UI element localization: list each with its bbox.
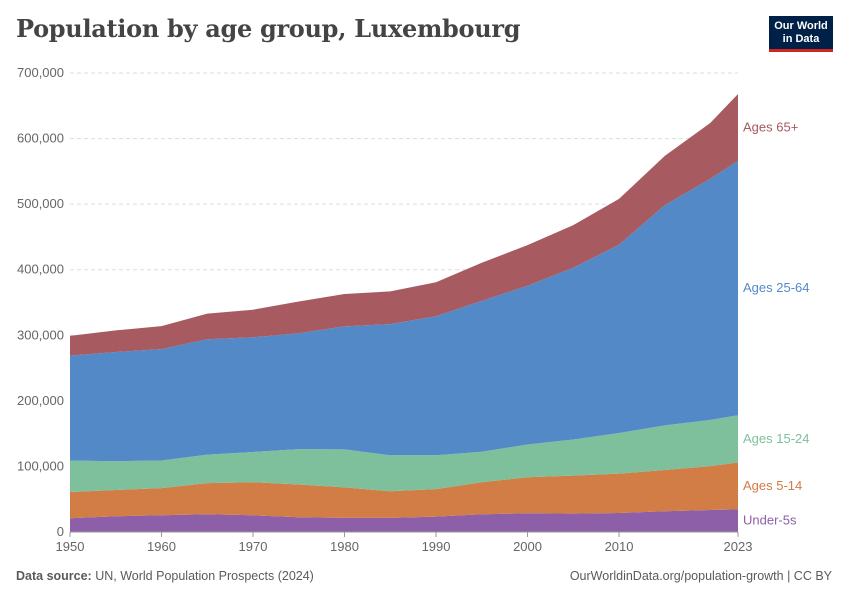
y-tick-label: 400,000 — [17, 262, 64, 277]
data-source-label: Data source: — [16, 569, 92, 583]
area-ages-15-24 — [70, 415, 738, 492]
chart-title: Population by age group, Luxembourg — [16, 14, 521, 43]
y-tick-label: 700,000 — [17, 65, 64, 80]
series-label: Ages 15-24 — [743, 431, 810, 446]
owid-logo[interactable]: Our World in Data — [769, 16, 833, 52]
x-tick-label: 2023 — [724, 539, 753, 554]
x-tick-label: 1990 — [422, 539, 451, 554]
y-tick-label: 100,000 — [17, 458, 64, 473]
x-tick-label: 1960 — [147, 539, 176, 554]
data-source-text: UN, World Population Prospects (2024) — [95, 569, 314, 583]
y-tick-label: 0 — [57, 524, 64, 539]
x-tick-label: 2000 — [513, 539, 542, 554]
series-label: Ages 5-14 — [743, 478, 802, 493]
series-label: Under-5s — [743, 513, 797, 528]
y-tick-label: 600,000 — [17, 131, 64, 146]
area-under-5s — [70, 509, 738, 532]
area-ages-5-14 — [70, 462, 738, 519]
series-label: Ages 65+ — [743, 119, 798, 134]
area-ages-65- — [70, 94, 738, 356]
x-tick-label: 1980 — [330, 539, 359, 554]
y-tick-label: 200,000 — [17, 393, 64, 408]
x-tick-label: 1950 — [56, 539, 85, 554]
area-ages-25-64 — [70, 160, 738, 462]
source-url-link[interactable]: OurWorldinData.org/population-growth | C… — [569, 569, 832, 583]
logo-line-2: in Data — [782, 32, 820, 45]
series-label: Ages 25-64 — [743, 280, 810, 295]
x-tick-label: 1970 — [239, 539, 268, 554]
x-tick-label: 2010 — [605, 539, 634, 554]
y-axis-ticks: 0 100,000 200,000 300,000 400,000 500,000 600,… — [17, 65, 64, 539]
y-tick-label: 300,000 — [17, 327, 64, 342]
y-tick-label: 500,000 — [17, 196, 64, 211]
data-source: Data source: UN, World Population Prospe… — [16, 569, 314, 583]
x-axis-ticks: 1950 1960 1970 1980 1990 2000 2010 2023 — [56, 532, 753, 554]
series-labels: Under-5s Ages 5-14 Ages 15-24 Ages 25-64 Age… — [743, 119, 810, 527]
area-series — [70, 94, 738, 532]
logo-line-1: Our World — [774, 20, 828, 32]
